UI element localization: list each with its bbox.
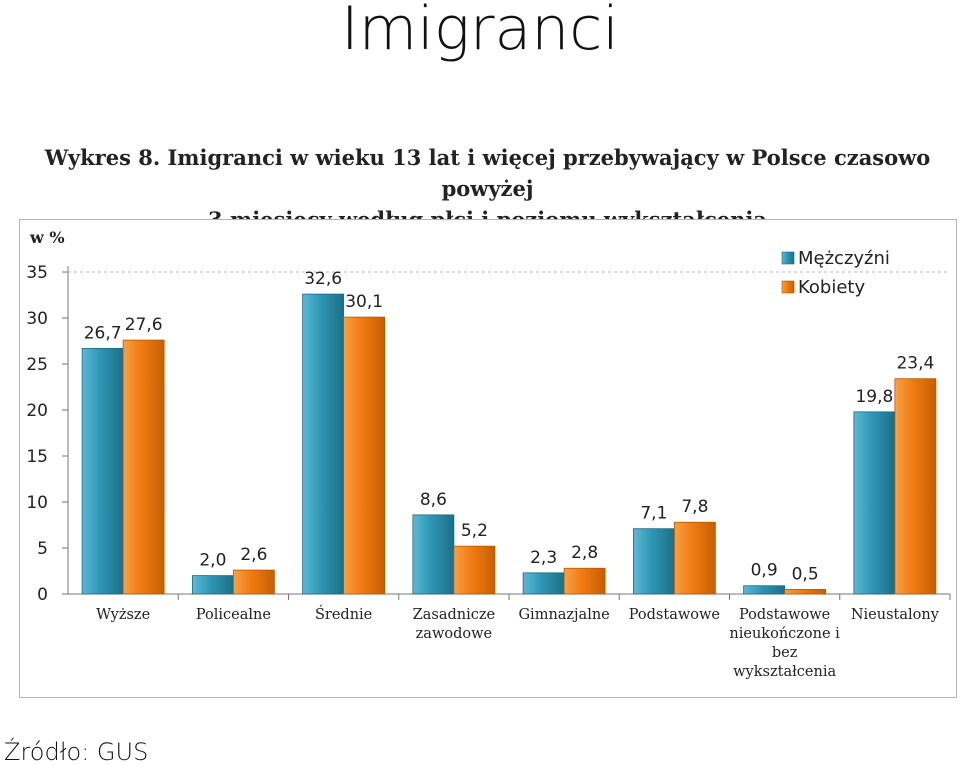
x-tick-label: zawodowe — [416, 626, 492, 642]
bar-women — [673, 521, 716, 595]
y-axis-label: w % — [29, 228, 65, 247]
legend-swatch-men — [781, 251, 795, 265]
bar-men — [632, 528, 675, 595]
data-label-men: 2,0 — [199, 551, 226, 571]
x-tick-label: Średnie — [315, 605, 372, 623]
x-tick-label: Wyższe — [96, 607, 150, 623]
data-label-women: 2,8 — [571, 543, 598, 563]
x-tick-label: Gimnazjalne — [518, 607, 609, 623]
x-tick-label: Nieustalony — [851, 607, 940, 623]
slide-title: Imigranci — [341, 0, 619, 64]
x-tick-label: Zasadnicze — [413, 607, 495, 623]
x-tick-label: Podstawowe — [629, 607, 720, 623]
bar-men — [191, 575, 234, 595]
y-tick-label: 5 — [37, 539, 48, 559]
bar-women — [343, 316, 386, 595]
x-tick-label: Podstawowe — [739, 607, 830, 623]
chart-frame: w % 0 5 10 15 20 25 30 35 26,7 27,6 Wyższe 2,0 2,6 Pol… — [19, 219, 957, 698]
x-tick-label: bez — [772, 645, 798, 661]
data-label-women: 23,4 — [896, 354, 934, 374]
bar-men — [853, 411, 896, 595]
data-label-women: 0,5 — [792, 564, 819, 584]
y-tick-label: 20 — [26, 401, 48, 421]
legend-swatch-women — [781, 280, 795, 294]
bar-men — [81, 347, 124, 595]
bar-chart: w % 0 5 10 15 20 25 30 35 26,7 27,6 Wyższe 2,0 2,6 Pol… — [26, 228, 951, 680]
data-label-women: 5,2 — [461, 521, 488, 541]
x-tick-label: wykształcenia — [733, 664, 836, 680]
bar-women — [894, 378, 937, 595]
data-label-men: 2,3 — [530, 548, 557, 568]
data-label-women: 27,6 — [125, 315, 163, 335]
data-label-women: 2,6 — [240, 545, 267, 565]
bar-men — [412, 514, 455, 595]
y-tick-label: 0 — [37, 585, 48, 605]
data-label-men: 32,6 — [304, 269, 342, 289]
data-label-men: 8,6 — [420, 490, 447, 510]
data-label-women: 30,1 — [345, 292, 383, 312]
data-label-women: 7,8 — [681, 497, 708, 517]
bar-women — [563, 567, 606, 595]
x-tick-label: Policealne — [196, 607, 271, 623]
data-label-men: 19,8 — [855, 387, 893, 407]
data-label-men: 26,7 — [84, 323, 122, 343]
y-tick-label: 25 — [26, 355, 48, 375]
data-label-men: 7,1 — [640, 504, 667, 524]
legend-label-men: Mężczyźni — [798, 248, 890, 269]
y-tick-label: 30 — [26, 309, 48, 329]
bar-women — [232, 569, 275, 595]
bar-women — [784, 588, 827, 595]
bar-women — [453, 545, 496, 595]
y-tick-label: 15 — [26, 447, 48, 467]
bar-men — [522, 572, 565, 595]
bar-men — [743, 585, 786, 595]
source-note: Źródło: GUS — [4, 738, 149, 766]
x-tick-label: nieukończone i — [729, 626, 840, 642]
legend-label-women: Kobiety — [798, 277, 865, 298]
bar-women — [122, 339, 165, 595]
bar-men — [302, 293, 345, 595]
y-tick-label: 10 — [26, 493, 48, 513]
chart-title-line-1: Wykres 8. Imigranci w wieku 13 lat i wię… — [44, 145, 931, 201]
y-tick-label: 35 — [26, 263, 48, 283]
data-label-men: 0,9 — [751, 561, 778, 581]
